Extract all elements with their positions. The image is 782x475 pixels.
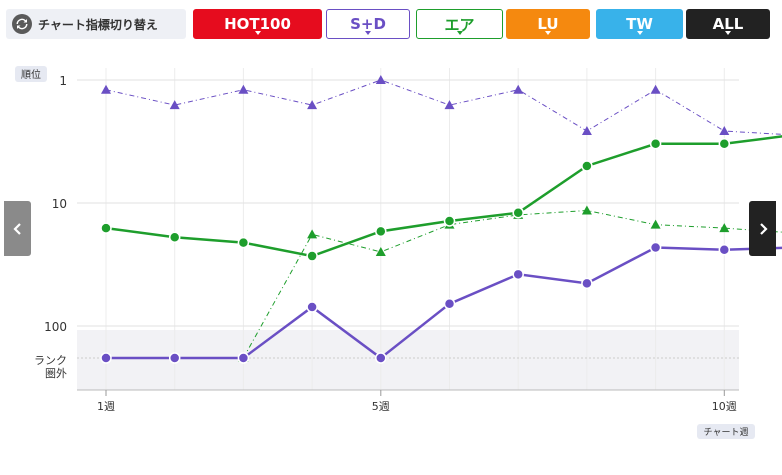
series-point [444,100,455,110]
series-point [375,75,386,84]
out-of-rank-label-2: 圏外 [45,367,67,380]
sync-icon [12,14,32,34]
x-axis-label-box [697,424,755,439]
tab-sd[interactable]: S+D [326,9,410,39]
series-point [375,246,386,256]
series-point [375,352,387,364]
series-line [242,209,782,359]
y-tick-label: 100 [44,320,67,334]
series-point [718,244,731,256]
tab-label: エア [444,15,475,34]
series-point [168,352,181,364]
series-point [307,100,318,110]
x-tick-label: 10週 [712,400,737,413]
chart-switch-label: チャート指標切り替え [6,9,186,39]
series-point [719,126,730,136]
y-tick-label: 10 [52,197,67,211]
tab-tw[interactable]: TW [596,9,683,39]
chevron-left-icon [12,222,21,235]
tab-air[interactable]: エア [416,9,503,39]
tab-label: ALL [712,15,744,33]
series-point [306,301,318,313]
series-point [100,352,112,364]
caret-down-icon [545,31,551,35]
tab-hot100[interactable]: HOT100 [193,9,322,39]
caret-down-icon [254,31,261,35]
y-tick-label: 1 [59,74,67,88]
y-axis-label: 順位 [21,68,41,81]
tab-label: LU [537,15,559,33]
tab-label: S+D [350,15,386,33]
caret-down-icon [456,31,463,35]
series-point [307,229,318,239]
caret-down-icon [365,31,371,35]
chevron-right-icon [759,222,768,235]
series-point [581,126,592,136]
series-point [101,84,111,94]
out-of-rank-label-1: ランク [34,354,67,367]
prev-week-button[interactable] [4,201,31,256]
series-point [513,84,524,94]
tab-label: TW [626,15,653,33]
series-point [169,100,180,110]
series-point [581,205,592,215]
series-point [100,222,112,234]
series-point [581,160,593,172]
x-tick-label: 5週 [372,400,390,413]
out-of-rank-band [77,330,739,390]
series-point [649,138,662,150]
tab-lu[interactable]: LU [506,9,590,39]
chart-switch-text: チャート指標切り替え [38,17,158,32]
caret-down-icon [725,31,731,35]
series-line [105,79,782,135]
x-axis-label: チャート週 [704,427,749,438]
series-point [238,84,249,94]
series-point [581,277,593,290]
x-tick-label: 1週 [97,400,115,413]
tab-all[interactable]: ALL [686,9,770,39]
series-point [375,225,387,238]
series-point [443,298,456,310]
series-point [650,219,661,229]
series-point [719,223,730,233]
series-point [168,231,181,244]
series-point [650,84,661,94]
y-axis-label-box [15,66,47,82]
series-point [237,236,250,249]
series-point [649,241,662,254]
series-point [512,268,524,281]
series-point [718,138,731,150]
series-line [105,135,782,258]
series-point [512,206,524,219]
caret-down-icon [636,31,643,35]
series-point [237,352,250,364]
series-point [443,215,456,227]
series-point [306,250,318,262]
next-week-button[interactable] [749,201,776,256]
tab-label: HOT100 [224,15,291,33]
